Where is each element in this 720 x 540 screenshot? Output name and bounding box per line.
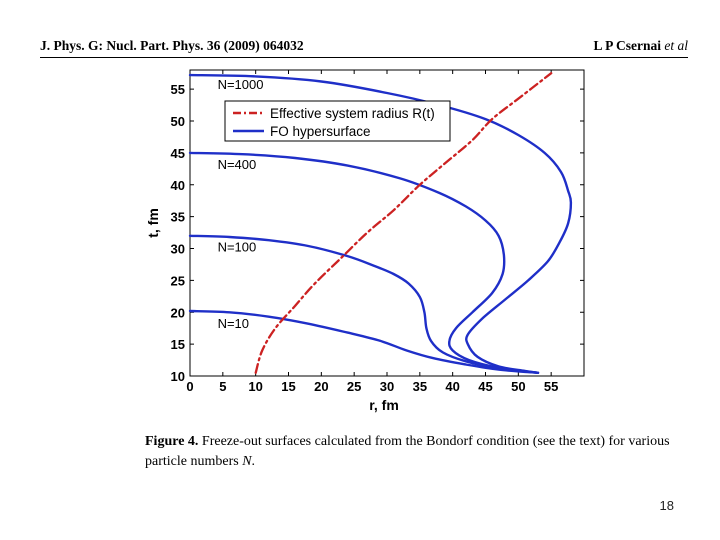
x-axis-label: r, fm: [369, 397, 399, 413]
curve-annotation: N=10: [218, 316, 249, 331]
curves-layer: [188, 72, 573, 374]
y-tick-label: 40: [171, 178, 185, 193]
y-tick-label: 25: [171, 273, 185, 288]
running-header-author: L P Csernai et al: [593, 38, 688, 53]
x-tick-label: 20: [314, 379, 328, 394]
caption-variable: N: [242, 454, 252, 469]
y-tick-label: 20: [171, 305, 185, 320]
x-tick-label: 45: [478, 379, 492, 394]
y-tick-label: 45: [171, 146, 185, 161]
y-tick-label: 10: [171, 369, 185, 384]
header-rule: [40, 57, 688, 58]
x-tick-label: 5: [219, 379, 226, 394]
freeze-out-chart: 0 5 10 15 20 25 30 35 40 45 50 55 10 15 20 25 30 35 40 45 50…: [145, 69, 585, 413]
y-axis-label: t, fm: [145, 208, 161, 238]
caption-text: Freeze-out surfaces calculated from the …: [145, 434, 670, 469]
x-tick-label: 35: [413, 379, 427, 394]
curve-annotation: N=400: [218, 157, 257, 172]
x-tick-label: 55: [544, 379, 558, 394]
x-tick-label: 40: [445, 379, 459, 394]
curve-annotation: N=100: [218, 240, 257, 255]
page-number: 18: [659, 498, 674, 513]
annotation-layer: N=1000 N=400 N=100 N=10: [218, 77, 264, 331]
series-n-100: [188, 234, 540, 374]
x-tick-label: 15: [281, 379, 295, 394]
legend-label-fo: FO hypersurface: [270, 124, 371, 139]
legend-box: Effective system radius R(t) FO hypersur…: [224, 100, 451, 142]
y-tick-label: 50: [171, 114, 185, 129]
series-effective-system-radius-r-t: [254, 72, 553, 374]
series-n-400: [188, 151, 540, 374]
legend-label-radius: Effective system radius R(t): [270, 106, 435, 121]
series-n-1000: [188, 73, 573, 374]
series-n-10: [188, 309, 540, 374]
figure-caption: Figure 4. Freeze-out surfaces calculated…: [145, 432, 695, 472]
x-tick-label: 50: [511, 379, 525, 394]
x-tick-label: 0: [186, 379, 193, 394]
x-tick-label: 25: [347, 379, 361, 394]
caption-end-punct: .: [251, 454, 256, 469]
running-header-journal: J. Phys. G: Nucl. Part. Phys. 36 (2009) …: [40, 38, 304, 53]
y-tick-label: 35: [171, 210, 185, 225]
y-tick-label: 15: [171, 337, 185, 352]
legend-frame: [224, 100, 451, 142]
x-tick-label: 30: [380, 379, 394, 394]
y-tick-label: 55: [171, 82, 185, 97]
curve-annotation: N=1000: [218, 77, 264, 92]
y-tick-label: 30: [171, 242, 185, 257]
axis-ticks: 0 5 10 15 20 25 30 35 40 45 50 55 10 15 20 25 30 35 40 45 50…: [171, 70, 584, 394]
caption-label: Figure 4.: [145, 434, 199, 449]
x-tick-label: 10: [248, 379, 262, 394]
